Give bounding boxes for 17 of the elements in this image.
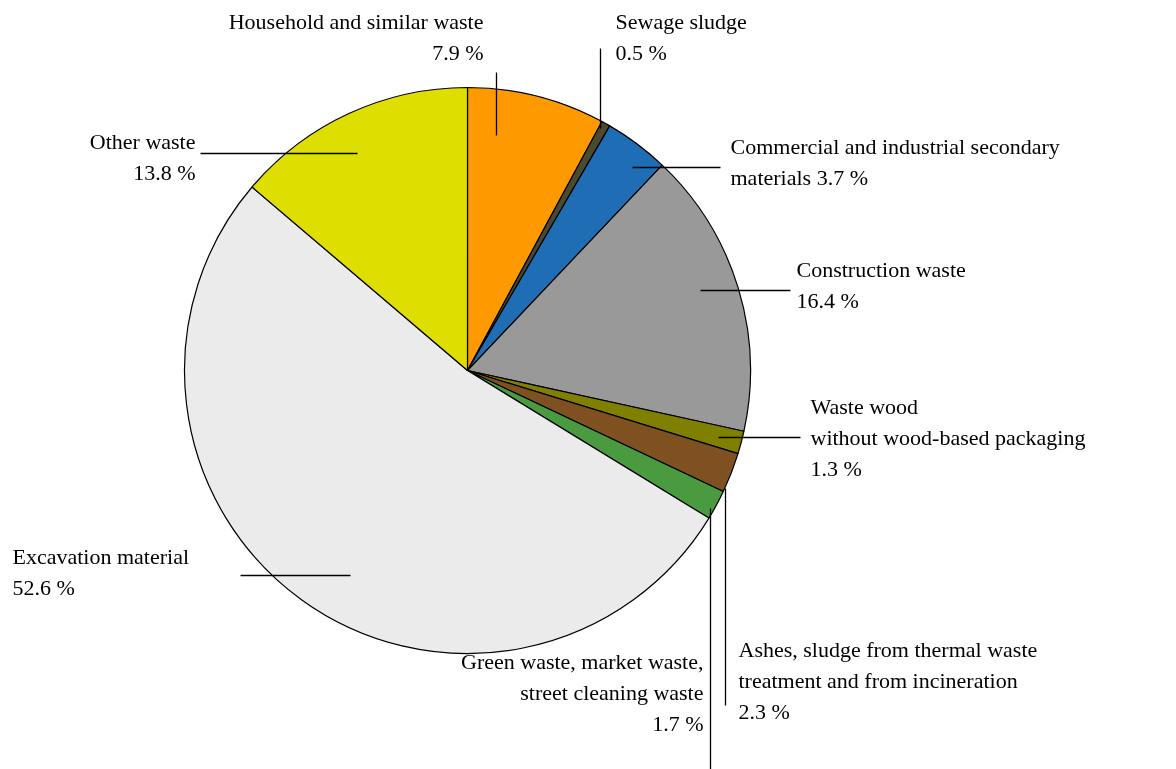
data-label: 16.4 % <box>796 287 859 313</box>
slice-label: Construction waste <box>796 256 966 282</box>
data-label: 52.6 % <box>12 574 75 600</box>
slice-label: Excavation material <box>12 543 190 569</box>
data-label: 0.5 % <box>615 39 667 65</box>
slice-label: Commercial and industrial secondary materials 3.7 % <box>730 133 1060 190</box>
slice-label: Ashes, sludge from thermal waste treatment and from incineration <box>738 636 1038 693</box>
data-label: 7.9 % <box>432 39 484 65</box>
slice-label: Sewage sludge <box>615 8 747 34</box>
slice-label: Other waste <box>89 128 196 154</box>
data-label: 1.7 % <box>652 711 704 736</box>
data-label: 2.3 % <box>738 699 790 724</box>
data-label: 1.3 % <box>810 456 862 481</box>
slice-label: Household and similar waste <box>228 8 484 34</box>
slice-label: Green waste, market waste, street cleaning waste <box>461 648 704 705</box>
slice-label: Waste wood without wood-based packaging <box>810 393 1086 450</box>
data-label: 13.8 % <box>133 159 196 185</box>
